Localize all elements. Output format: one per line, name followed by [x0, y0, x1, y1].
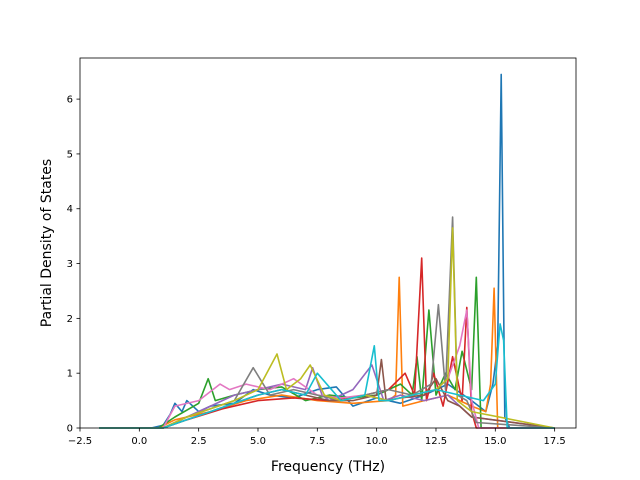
x-axis-label: Frequency (THz) [271, 459, 385, 475]
series-line-7 [99, 309, 555, 429]
x-tick-label: 2.5 [191, 436, 207, 447]
plot-frame [79, 57, 577, 429]
x-tick-label: −2.5 [68, 436, 92, 447]
y-tick-label: 0 [67, 424, 73, 435]
y-axis-label: Partial Density of States [39, 159, 55, 327]
x-tick-label: 17.5 [544, 436, 566, 447]
y-tick-label: 2 [67, 314, 73, 325]
y-tick-label: 6 [67, 95, 73, 106]
y-tick-label: 5 [67, 149, 73, 160]
x-tick-label: 7.5 [309, 436, 325, 447]
x-tick-label: 10.0 [366, 436, 388, 447]
y-tick-label: 4 [67, 204, 73, 215]
y-tick-label: 3 [67, 259, 73, 270]
series-line-9 [99, 227, 555, 429]
x-tick-label: 12.5 [425, 436, 447, 447]
series-layer [99, 73, 555, 429]
y-tick-label: 1 [67, 369, 73, 380]
x-tick-label: 5.0 [250, 436, 266, 447]
x-axis: −2.5 0.0 2.5 5.0 7.5 10.0 12.5 15.0 17.5 [68, 428, 566, 447]
x-tick-label: 0.0 [131, 436, 147, 447]
x-tick-label: 15.0 [484, 436, 506, 447]
series-line-10 [99, 323, 555, 429]
y-axis: 0 1 2 3 4 5 6 [67, 95, 80, 435]
